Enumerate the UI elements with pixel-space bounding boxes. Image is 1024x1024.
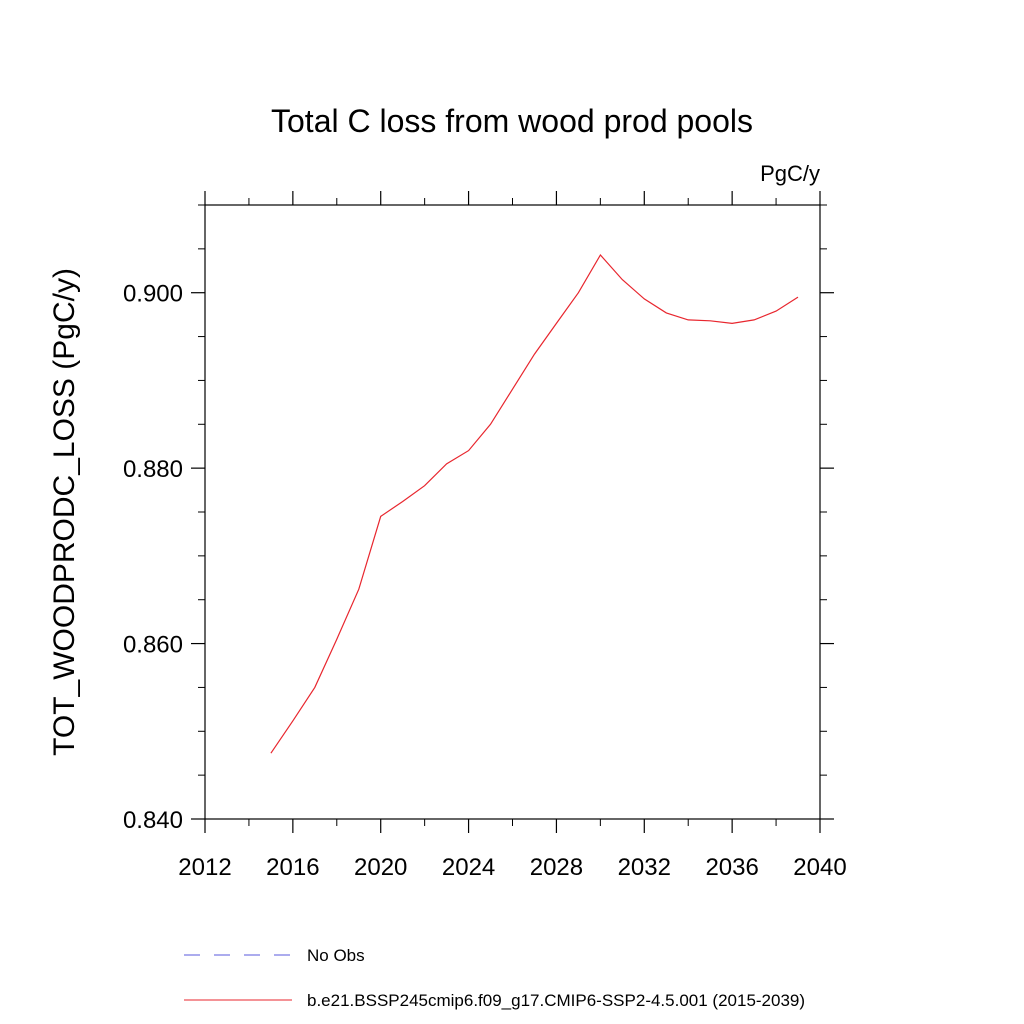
x-axis: 2012 2016 2020 2024 2028 2032 2036 2040: [178, 191, 847, 881]
x-tick-label: 2036: [705, 854, 758, 881]
legend-label: b.e21.BSSP245cmip6.f09_g17.CMIP6-SSP2-4.…: [307, 991, 805, 1010]
x-tick-label: 2028: [530, 854, 583, 881]
series-layer: [270, 253, 799, 754]
y-tick-label: 0.900: [123, 281, 183, 308]
x-tick-label: 2016: [266, 854, 319, 881]
y-axis-label: TOT_WOODPRODC_LOSS (PgC/y): [48, 268, 81, 756]
x-tick-label: 2024: [442, 854, 495, 881]
chart-title: Total C loss from wood prod pools: [271, 103, 753, 139]
x-tick-label: 2012: [178, 854, 231, 881]
series-line: [270, 253, 799, 754]
x-tick-label: 2032: [618, 854, 671, 881]
y-tick-label: 0.880: [123, 456, 183, 483]
legend-label: No Obs: [307, 946, 365, 965]
y-tick-label: 0.860: [123, 632, 183, 659]
x-tick-label: 2040: [793, 854, 846, 881]
y-tick-label: 0.840: [123, 807, 183, 834]
units-label: PgC/y: [760, 161, 820, 186]
x-tick-label: 2020: [354, 854, 407, 881]
plot-frame: [204, 204, 821, 820]
legend: No Obs b.e21.BSSP245cmip6.f09_g17.CMIP6-S…: [184, 946, 805, 1010]
y-axis: 0.840 0.860 0.880 0.900: [123, 204, 834, 834]
